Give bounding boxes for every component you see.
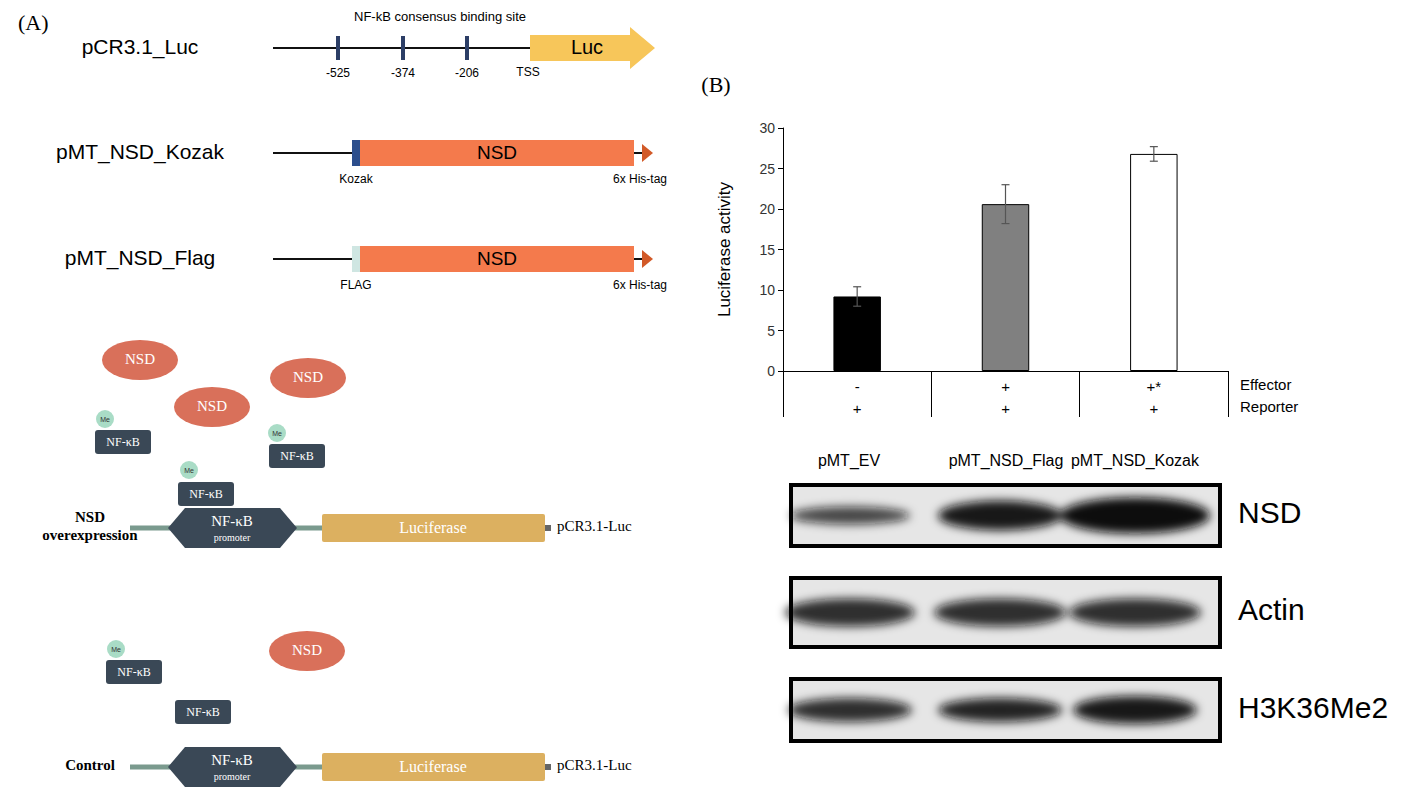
svg-text:10: 10 [759, 282, 775, 298]
svg-text:NF-κB: NF-κB [211, 752, 253, 768]
svg-text:pMT_NSD_Kozak: pMT_NSD_Kozak [1071, 452, 1200, 470]
svg-text:pMT_EV: pMT_EV [818, 452, 881, 470]
svg-text:+: + [1149, 400, 1158, 417]
svg-text:NSD: NSD [477, 142, 517, 163]
svg-text:promoter: promoter [214, 532, 251, 543]
svg-text:Effector: Effector [1240, 376, 1291, 393]
svg-text:Luc: Luc [571, 36, 603, 58]
svg-text:NF-κB: NF-κB [211, 513, 253, 529]
svg-text:Luciferase: Luciferase [399, 519, 467, 536]
svg-text:NSD: NSD [292, 642, 322, 658]
svg-text:6x His-tag: 6x His-tag [613, 172, 667, 186]
svg-text:NSD: NSD [477, 248, 517, 269]
svg-text:NSD: NSD [125, 351, 155, 367]
svg-text:(A): (A) [18, 10, 49, 35]
svg-text:NF-κB: NF-κB [117, 665, 150, 679]
svg-text:NF-κB: NF-κB [280, 449, 313, 463]
svg-text:Control: Control [65, 757, 115, 773]
svg-text:NF-kB consensus binding site: NF-kB consensus binding site [354, 9, 526, 24]
svg-text:NSD: NSD [293, 369, 323, 385]
svg-text:Luciferase activity: Luciferase activity [715, 181, 734, 317]
svg-text:NSD: NSD [75, 509, 105, 525]
svg-text:pCR3.1_Luc: pCR3.1_Luc [82, 35, 199, 59]
svg-text:Me: Me [100, 416, 110, 423]
svg-text:30: 30 [759, 120, 775, 136]
svg-text:Kozak: Kozak [339, 172, 373, 186]
svg-text:15: 15 [759, 242, 775, 258]
svg-text:promoter: promoter [214, 771, 251, 782]
svg-text:Me: Me [272, 430, 282, 437]
svg-text:overexpression: overexpression [42, 527, 138, 543]
svg-text:6x His-tag: 6x His-tag [613, 278, 667, 292]
svg-text:FLAG: FLAG [340, 278, 371, 292]
svg-text:+: + [1001, 400, 1010, 417]
svg-text:Reporter: Reporter [1240, 398, 1298, 415]
svg-text:Actin: Actin [1238, 593, 1305, 626]
svg-text:pMT_NSD_Flag: pMT_NSD_Flag [65, 246, 216, 270]
svg-text:-525: -525 [326, 66, 350, 80]
svg-text:20: 20 [759, 201, 775, 217]
svg-text:NF-κB: NF-κB [106, 435, 139, 449]
svg-text:-374: -374 [391, 66, 415, 80]
svg-text:Me: Me [111, 646, 121, 653]
svg-text:NSD: NSD [197, 398, 227, 414]
svg-text:pMT_NSD_Kozak: pMT_NSD_Kozak [56, 140, 225, 164]
svg-text:H3K36Me2: H3K36Me2 [1238, 691, 1388, 724]
svg-text:TSS: TSS [516, 65, 539, 79]
svg-text:-: - [855, 378, 860, 395]
svg-text:pMT_NSD_Flag: pMT_NSD_Flag [949, 452, 1064, 470]
svg-text:+*: +* [1147, 378, 1162, 395]
svg-text:pCR3.1-Luc: pCR3.1-Luc [557, 757, 632, 773]
svg-text:+: + [1001, 378, 1010, 395]
svg-text:pCR3.1-Luc: pCR3.1-Luc [557, 518, 632, 534]
svg-text:0: 0 [767, 363, 775, 379]
svg-text:-206: -206 [455, 66, 479, 80]
svg-text:NF-κB: NF-κB [189, 487, 222, 501]
svg-text:NSD: NSD [1238, 496, 1301, 529]
svg-text:Luciferase: Luciferase [399, 758, 467, 775]
svg-text:Me: Me [184, 467, 194, 474]
svg-text:5: 5 [767, 323, 775, 339]
svg-text:+: + [853, 400, 862, 417]
svg-text:NF-κB: NF-κB [186, 705, 219, 719]
svg-text:25: 25 [759, 161, 775, 177]
svg-text:(B): (B) [701, 72, 730, 97]
